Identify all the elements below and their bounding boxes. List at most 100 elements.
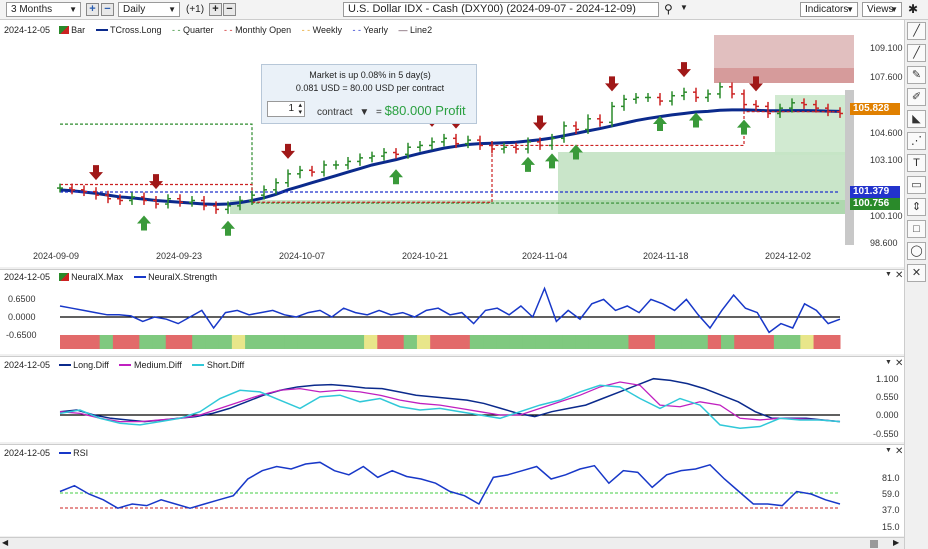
- range-select[interactable]: 3 Months ▼: [6, 2, 81, 17]
- pin-icon[interactable]: ✱: [908, 2, 919, 16]
- neural-max-block: [60, 335, 74, 349]
- callout-line1: Market is up 0.08% in 5 day(s): [309, 70, 431, 80]
- main-legend: 2024-12-05 Bar TCross.Long - - Quarter -…: [4, 25, 432, 35]
- scroll-left-icon[interactable]: ◀: [2, 538, 9, 547]
- neural-max-block: [813, 335, 828, 349]
- price-bar: [561, 121, 567, 143]
- collapse-icon[interactable]: ▼: [885, 271, 892, 278]
- channel-tool-icon[interactable]: ⋰: [907, 132, 926, 150]
- zoom-in-button[interactable]: +: [86, 3, 99, 16]
- buy-arrow-icon: [545, 153, 559, 169]
- symbol-title[interactable]: U.S. Dollar IDX - Cash (DXY00) (2024-09-…: [343, 2, 659, 17]
- price-bar: [213, 201, 219, 214]
- y-tick: 98.600: [870, 238, 898, 248]
- neural-max-block: [549, 335, 563, 349]
- neural-max-block: [562, 335, 577, 349]
- price-bar: [225, 201, 231, 214]
- interval-select[interactable]: Daily ▼: [118, 2, 180, 17]
- neural-max-block: [734, 335, 748, 349]
- neural-max-block: [364, 335, 378, 349]
- scroll-right-icon[interactable]: ▶: [893, 538, 900, 547]
- x-tick: 2024-11-18: [643, 251, 689, 261]
- price-bar: [297, 165, 303, 179]
- price-bar: [309, 165, 315, 177]
- price-bar: [717, 82, 723, 99]
- search-icon[interactable]: ⚲: [664, 2, 673, 16]
- price-bar: [705, 89, 711, 102]
- price-bar: [681, 87, 687, 101]
- buy-arrow-icon: [653, 116, 667, 132]
- close-icon[interactable]: ✕: [895, 270, 904, 281]
- rsi-pane: [0, 444, 904, 536]
- y-tick: 1.100: [876, 374, 899, 384]
- sell-arrow-icon: [149, 174, 163, 190]
- neural-max-block: [139, 335, 154, 349]
- line-swatch-icon: [119, 364, 132, 366]
- line-swatch-icon: [58, 452, 71, 454]
- remove-interval-button[interactable]: −: [223, 3, 236, 16]
- price-bar: [369, 151, 375, 163]
- horizontal-scrollbar[interactable]: ◀ ▶: [0, 537, 904, 549]
- collapse-icon[interactable]: ▼: [885, 447, 892, 454]
- sell-arrow-icon: [89, 165, 103, 181]
- neural-max-block: [588, 335, 603, 349]
- brush-tool-icon[interactable]: ✎: [907, 66, 926, 84]
- x-tick: 2024-09-09: [33, 251, 80, 261]
- price-bar: [105, 190, 111, 204]
- neural-max-block: [483, 335, 497, 349]
- equals-sign: =: [376, 107, 382, 118]
- buy-arrow-icon: [521, 156, 535, 172]
- price-bar: [693, 87, 699, 102]
- neural-chart: [59, 286, 841, 349]
- close-icon[interactable]: ✕: [895, 446, 904, 457]
- line-tool-icon[interactable]: ╱: [907, 22, 926, 40]
- chevron-down-icon: ▼: [890, 5, 898, 14]
- highlighter-tool-icon[interactable]: ◣: [907, 110, 926, 128]
- scroll-thumb[interactable]: [870, 540, 878, 548]
- legend-monthly: Monthly Open: [235, 25, 292, 35]
- toolbar: 3 Months ▼ + − Daily ▼ (+1) + − U.S. Dolla…: [0, 0, 928, 20]
- neural-max-block: [707, 335, 722, 349]
- drawing-toolbar: ╱ ╱ ✎ ✐ ◣ ⋰ T ▭ ⇕ □ ◯ ✕: [904, 20, 928, 549]
- neural-max-block: [112, 335, 127, 349]
- chevron-down-icon[interactable]: ▼: [680, 3, 688, 12]
- price-bar: [741, 89, 747, 110]
- contract-select[interactable]: contract: [317, 107, 353, 118]
- y-tick: 100.100: [870, 211, 903, 221]
- quantity-stepper[interactable]: 1 ▴ ▾: [267, 101, 305, 117]
- text-tool-icon[interactable]: T: [907, 154, 926, 172]
- buy-arrow-icon: [221, 220, 235, 236]
- price-bar: [753, 100, 759, 111]
- note-tool-icon[interactable]: ▭: [907, 176, 926, 194]
- neural-legend: 2024-12-05 NeuralX.Max NeuralX.Strength: [4, 272, 217, 282]
- chevron-down-icon[interactable]: ▼: [359, 107, 370, 118]
- neural-max-block: [73, 335, 87, 349]
- price-bar: [789, 98, 795, 113]
- collapse-icon[interactable]: ▼: [885, 359, 892, 366]
- delete-drawings-icon[interactable]: ✕: [907, 264, 926, 282]
- ray-tool-icon[interactable]: ╱: [907, 44, 926, 62]
- indicators-button[interactable]: Indicators ▼: [800, 2, 858, 17]
- add-interval-button[interactable]: +: [209, 3, 222, 16]
- pen-tool-icon[interactable]: ✐: [907, 88, 926, 106]
- neural-max-block: [826, 335, 841, 349]
- price-bar: [465, 135, 471, 149]
- price-bar: [57, 183, 63, 193]
- neural-max-block: [178, 335, 193, 349]
- views-button[interactable]: Views ▼: [862, 2, 902, 17]
- measure-tool-icon[interactable]: ⇕: [907, 198, 926, 216]
- rectangle-tool-icon[interactable]: □: [907, 220, 926, 238]
- legend-yearly: Yearly: [363, 25, 389, 35]
- price-bar: [537, 137, 543, 150]
- price-bar: [585, 114, 591, 134]
- neural-max-block: [747, 335, 762, 349]
- chevron-down-icon: ▼: [69, 5, 77, 14]
- zoom-out-button[interactable]: −: [101, 3, 114, 16]
- close-icon[interactable]: ✕: [895, 358, 904, 369]
- price-bar: [657, 93, 663, 106]
- neural-max-block: [218, 335, 233, 349]
- y-tick: -0.550: [873, 429, 899, 439]
- ellipse-tool-icon[interactable]: ◯: [907, 242, 926, 260]
- price-tag-quarter: 100.756: [850, 198, 900, 210]
- neural-max-block: [377, 335, 392, 349]
